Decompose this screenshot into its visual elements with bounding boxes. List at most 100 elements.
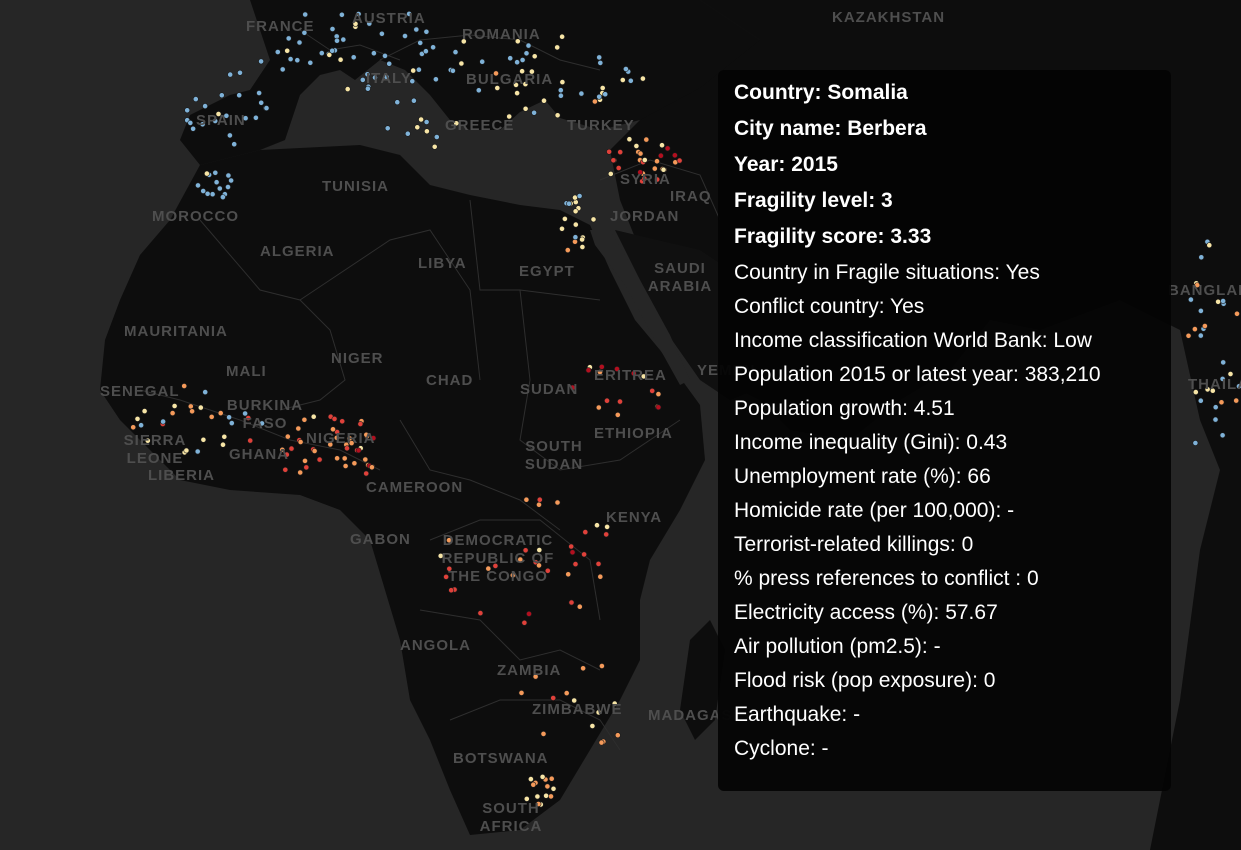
city-point[interactable] bbox=[676, 157, 683, 164]
city-point[interactable] bbox=[225, 184, 231, 190]
city-point[interactable] bbox=[548, 775, 555, 782]
city-point[interactable] bbox=[415, 66, 422, 73]
city-point[interactable] bbox=[458, 60, 465, 67]
city-point[interactable] bbox=[531, 53, 538, 60]
city-point[interactable] bbox=[517, 556, 524, 563]
city-point[interactable] bbox=[295, 425, 302, 432]
city-point[interactable] bbox=[659, 142, 665, 149]
city-point[interactable] bbox=[604, 524, 610, 530]
city-point[interactable] bbox=[640, 373, 647, 380]
city-point[interactable] bbox=[346, 435, 353, 442]
city-point[interactable] bbox=[572, 221, 579, 228]
city-point[interactable] bbox=[539, 774, 546, 780]
city-point[interactable] bbox=[604, 397, 610, 404]
city-point[interactable] bbox=[641, 175, 648, 182]
city-point[interactable] bbox=[617, 398, 623, 405]
city-point[interactable] bbox=[1192, 389, 1199, 395]
city-point[interactable] bbox=[197, 404, 204, 411]
city-point[interactable] bbox=[569, 384, 576, 391]
city-point[interactable] bbox=[237, 69, 243, 76]
city-point[interactable] bbox=[536, 547, 543, 553]
city-point[interactable] bbox=[523, 50, 530, 57]
city-point[interactable] bbox=[1212, 404, 1219, 411]
city-point[interactable] bbox=[423, 28, 430, 35]
city-point[interactable] bbox=[284, 47, 291, 54]
city-point[interactable] bbox=[1192, 440, 1199, 446]
city-point[interactable] bbox=[651, 165, 658, 172]
city-point[interactable] bbox=[283, 451, 290, 458]
city-point[interactable] bbox=[1220, 298, 1226, 304]
city-point[interactable] bbox=[554, 44, 561, 51]
city-point[interactable] bbox=[252, 114, 259, 121]
city-point[interactable] bbox=[614, 732, 621, 739]
city-point[interactable] bbox=[566, 200, 572, 207]
city-point[interactable] bbox=[1198, 254, 1205, 261]
city-point[interactable] bbox=[366, 20, 373, 27]
city-point[interactable] bbox=[217, 410, 224, 416]
city-point[interactable] bbox=[571, 697, 578, 704]
city-point[interactable] bbox=[209, 191, 216, 198]
city-point[interactable] bbox=[626, 136, 633, 143]
city-point[interactable] bbox=[492, 563, 499, 569]
city-point[interactable] bbox=[195, 182, 201, 189]
city-point[interactable] bbox=[522, 105, 529, 112]
city-point[interactable] bbox=[449, 67, 456, 74]
city-point[interactable] bbox=[340, 36, 347, 43]
city-point[interactable] bbox=[530, 781, 537, 788]
city-point[interactable] bbox=[144, 437, 151, 444]
city-point[interactable] bbox=[672, 152, 678, 159]
city-point[interactable] bbox=[557, 87, 564, 94]
city-point[interactable] bbox=[658, 152, 664, 159]
city-point[interactable] bbox=[190, 125, 196, 132]
city-point[interactable] bbox=[623, 66, 629, 72]
city-point[interactable] bbox=[337, 56, 344, 63]
city-point[interactable] bbox=[423, 128, 430, 135]
city-point[interactable] bbox=[559, 225, 565, 232]
city-point[interactable] bbox=[301, 416, 308, 423]
city-point[interactable] bbox=[302, 11, 309, 18]
city-point[interactable] bbox=[596, 93, 603, 100]
city-point[interactable] bbox=[382, 53, 388, 59]
city-point[interactable] bbox=[576, 193, 583, 199]
city-point[interactable] bbox=[540, 731, 547, 737]
city-point[interactable] bbox=[242, 115, 249, 122]
city-point[interactable] bbox=[402, 33, 408, 39]
city-point[interactable] bbox=[187, 403, 194, 410]
city-point[interactable] bbox=[534, 793, 541, 800]
city-point[interactable] bbox=[256, 90, 262, 96]
city-point[interactable] bbox=[525, 42, 532, 49]
city-point[interactable] bbox=[637, 150, 644, 157]
city-point[interactable] bbox=[417, 40, 424, 46]
city-point[interactable] bbox=[297, 469, 304, 476]
city-point[interactable] bbox=[307, 59, 314, 66]
city-point[interactable] bbox=[297, 439, 304, 445]
city-point[interactable] bbox=[607, 170, 614, 177]
city-point[interactable] bbox=[213, 179, 220, 186]
city-point[interactable] bbox=[654, 176, 661, 183]
city-point[interactable] bbox=[413, 26, 420, 33]
city-point[interactable] bbox=[258, 99, 265, 106]
city-point[interactable] bbox=[226, 132, 233, 139]
city-point[interactable] bbox=[594, 522, 600, 529]
city-point[interactable] bbox=[655, 404, 662, 411]
city-point[interactable] bbox=[579, 244, 586, 250]
city-point[interactable] bbox=[225, 172, 232, 179]
city-point[interactable] bbox=[192, 96, 199, 102]
city-point[interactable] bbox=[302, 457, 308, 464]
city-point[interactable] bbox=[513, 82, 519, 88]
city-point[interactable] bbox=[228, 420, 235, 426]
city-point[interactable] bbox=[597, 573, 604, 580]
city-point[interactable] bbox=[598, 363, 605, 370]
city-point[interactable] bbox=[559, 79, 566, 85]
city-point[interactable] bbox=[477, 610, 484, 616]
city-point[interactable] bbox=[526, 611, 532, 617]
city-point[interactable] bbox=[562, 215, 568, 222]
city-point[interactable] bbox=[579, 236, 585, 243]
city-point[interactable] bbox=[330, 426, 336, 433]
city-point[interactable] bbox=[627, 77, 634, 84]
city-point[interactable] bbox=[406, 10, 412, 17]
city-point[interactable] bbox=[284, 433, 291, 440]
city-point[interactable] bbox=[200, 188, 207, 194]
city-point[interactable] bbox=[348, 440, 355, 446]
city-point[interactable] bbox=[138, 422, 144, 429]
